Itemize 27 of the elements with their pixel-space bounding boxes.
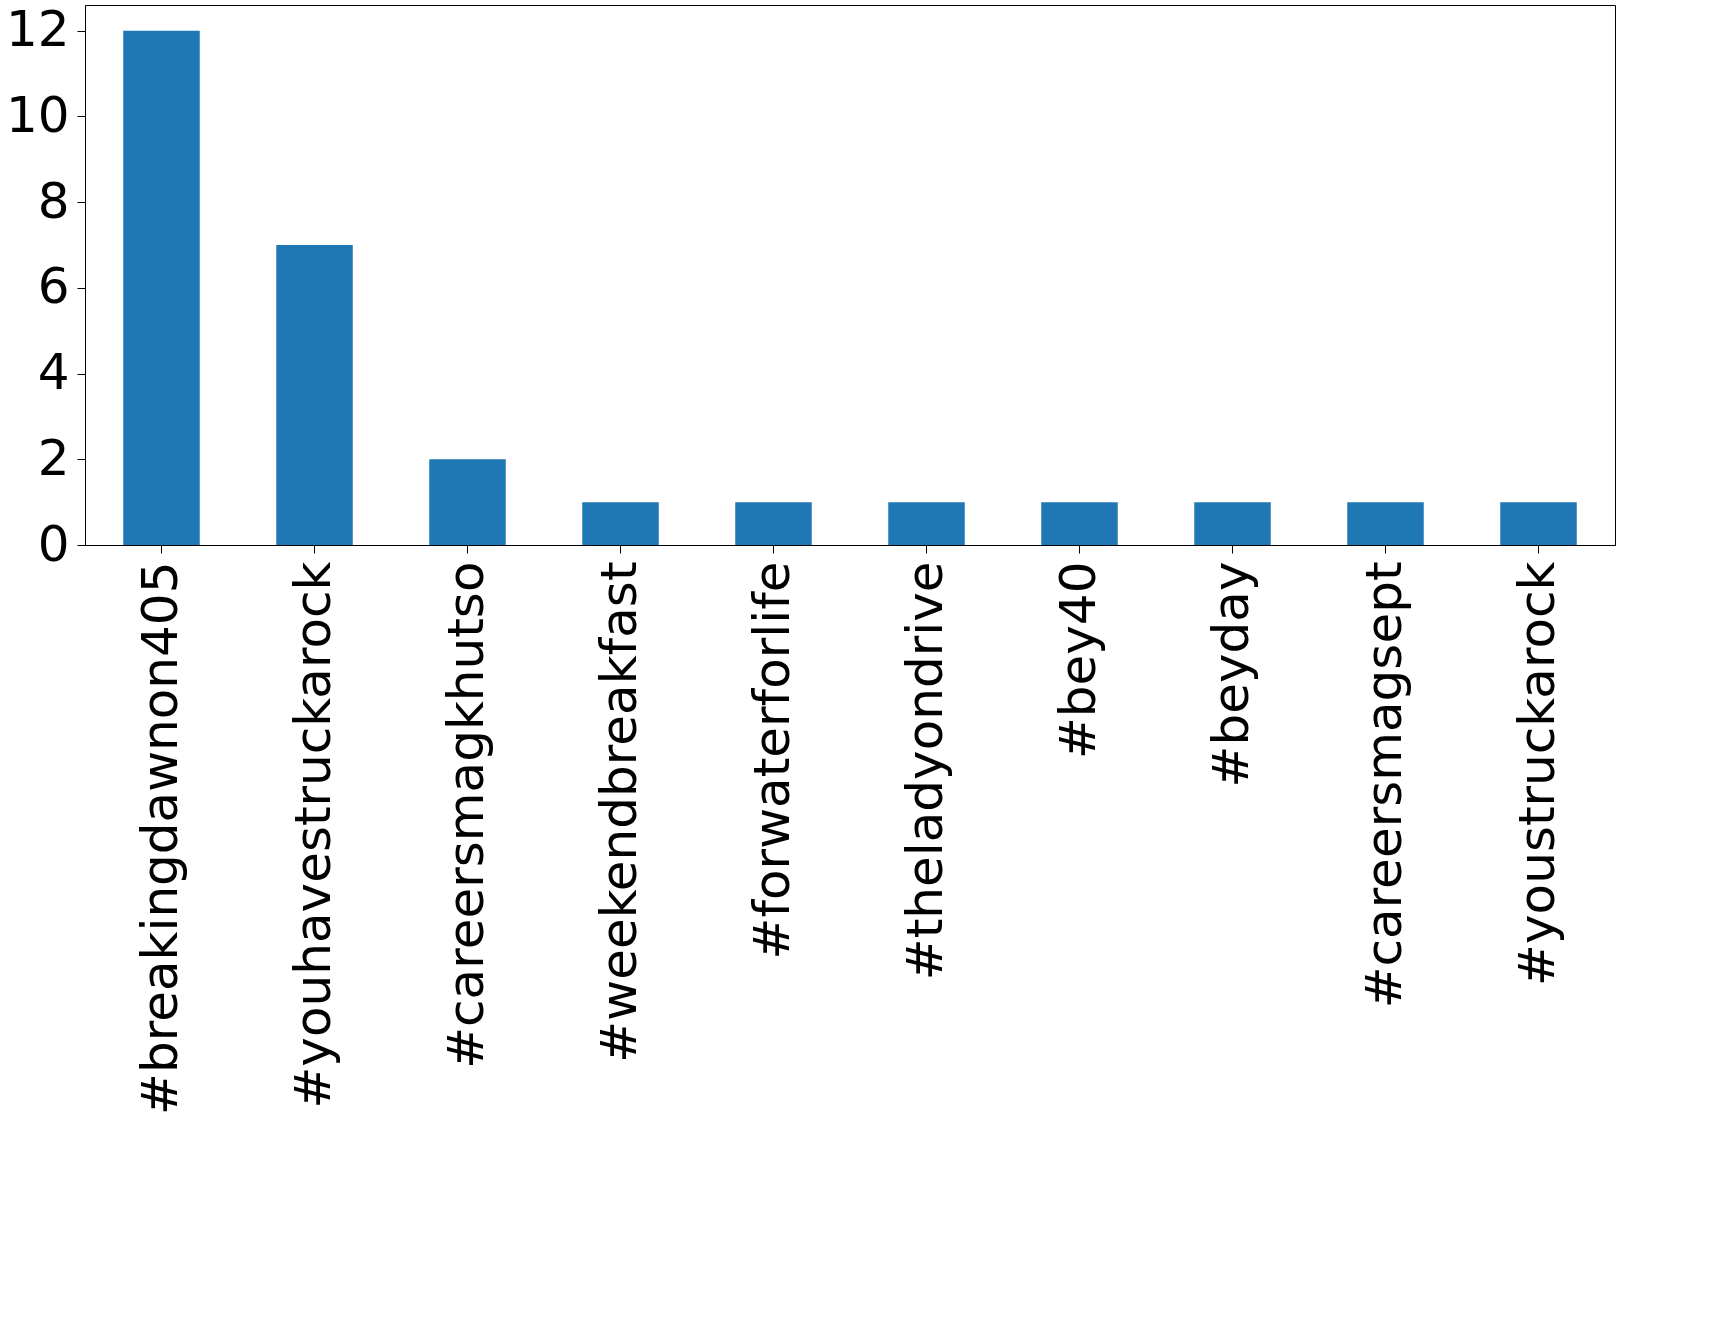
bar xyxy=(123,30,200,545)
y-tick-label: 10 xyxy=(5,85,70,144)
bar xyxy=(888,502,965,545)
bar xyxy=(735,502,812,545)
y-tick-label: 12 xyxy=(5,0,70,59)
x-tick-label: #youhavestruckarock xyxy=(283,561,342,1109)
y-tick-label: 8 xyxy=(37,171,70,230)
y-tick-label: 4 xyxy=(37,343,70,402)
bar xyxy=(1041,502,1118,545)
x-tick-label: #youstruckarock xyxy=(1507,561,1566,986)
bar xyxy=(1347,502,1424,545)
x-tick-label: #weekendbreakfast xyxy=(589,561,648,1063)
x-tick-label: #beyday xyxy=(1201,561,1260,788)
bar xyxy=(582,502,659,545)
x-tick-label: #breakingdawnon405 xyxy=(130,561,189,1115)
bar xyxy=(429,459,506,545)
y-tick-label: 6 xyxy=(37,257,70,316)
x-tick-label: #careersmagkhutso xyxy=(436,561,495,1069)
bar xyxy=(1194,502,1271,545)
x-tick-label: #bey40 xyxy=(1048,561,1107,760)
x-tick-label: #theladyondrive xyxy=(895,561,954,981)
bar xyxy=(276,245,353,545)
y-tick-label: 0 xyxy=(37,514,70,573)
y-tick-label: 2 xyxy=(37,428,70,487)
bar xyxy=(1500,502,1577,545)
x-tick-label: #careersmagsept xyxy=(1354,561,1413,1009)
x-tick-label: #forwaterforlife xyxy=(742,561,801,960)
